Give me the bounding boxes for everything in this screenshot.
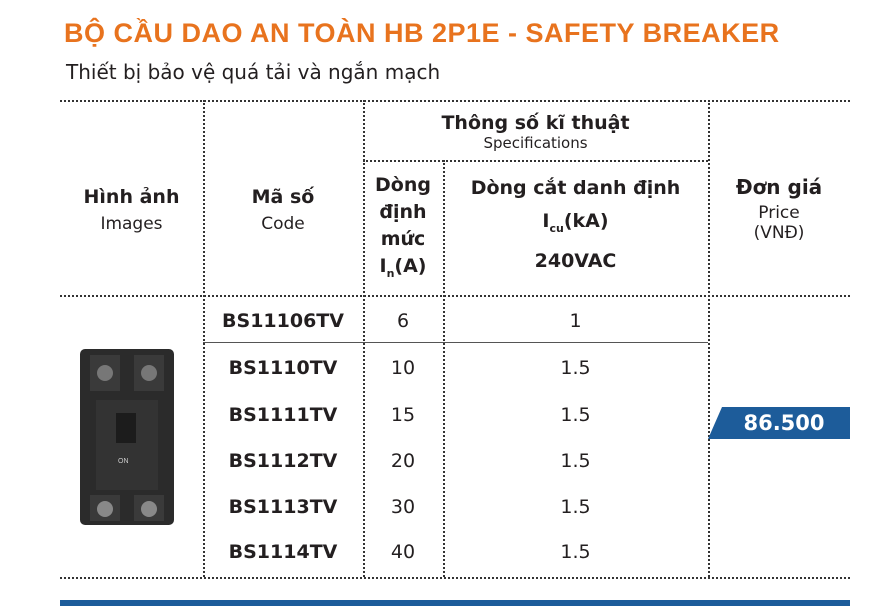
breaking-capacity: 1.5	[560, 450, 591, 472]
unit: (A)	[394, 255, 427, 277]
header-unit: (VNĐ)	[753, 223, 805, 243]
rule	[60, 100, 850, 102]
header-line: 240VAC	[534, 249, 617, 272]
rated-current: 10	[390, 357, 416, 379]
image-header: Hình ảnh Images	[60, 186, 203, 234]
breaking-capacity: 1.5	[560, 541, 591, 563]
header-line: định	[379, 201, 427, 223]
breaking-capacity: 1.5	[560, 404, 591, 426]
header-line: Icu(kA)	[443, 205, 708, 245]
header-line: In(A)	[363, 253, 443, 287]
rule	[363, 160, 708, 162]
header-line: Dòng cắt danh định	[470, 177, 681, 199]
price: 86.500	[743, 411, 824, 435]
header-en: Images	[100, 214, 163, 234]
header-line: Dòng	[375, 174, 431, 196]
rule	[203, 100, 205, 577]
subscript: cu	[549, 221, 564, 235]
title: BỘ CẦU DAO AN TOÀN HB 2P1E - SAFETY BREA…	[64, 18, 780, 48]
breaking-capacity: 1.5	[560, 357, 591, 379]
header-en: Specifications	[483, 134, 588, 152]
rule	[60, 577, 850, 579]
rated-current: 15	[390, 404, 416, 426]
code: BS11106TV	[222, 310, 344, 332]
header-vi: Hình ảnh	[83, 186, 180, 208]
bottom-bar	[60, 600, 850, 606]
rated-current: 30	[390, 496, 416, 518]
rule	[203, 342, 708, 343]
code: BS1113TV	[228, 496, 338, 518]
rule	[60, 295, 850, 297]
symbol: I	[542, 210, 550, 232]
unit: (kA)	[563, 210, 609, 232]
breaker-image: ON	[80, 349, 174, 525]
breaking-header: Dòng cắt danh định Icu(kA) 240VAC	[443, 172, 708, 278]
code: BS1111TV	[228, 404, 338, 426]
rated-current: 20	[390, 450, 416, 472]
header-en: Code	[261, 214, 305, 234]
subtitle: Thiết bị bảo vệ quá tải và ngắn mạch	[66, 60, 441, 84]
price-header: Đơn giá Price (VNĐ)	[708, 175, 850, 243]
breaking-capacity: 1.5	[560, 496, 591, 518]
switch-label: ON	[118, 458, 129, 465]
header-vi: Thông số kĩ thuật	[441, 112, 630, 134]
rated-current-header: Dòng định mức In(A)	[363, 172, 443, 287]
header-en: Price	[758, 203, 800, 223]
header-vi: Đơn giá	[735, 175, 823, 199]
code: BS1112TV	[228, 450, 338, 472]
rule	[363, 100, 365, 577]
rule	[443, 160, 445, 577]
specs-header: Thông số kĩ thuật Specifications	[363, 112, 708, 152]
symbol: I	[379, 255, 387, 277]
rated-current: 6	[396, 310, 410, 332]
rated-current: 40	[390, 541, 416, 563]
code: BS1110TV	[228, 357, 338, 379]
rule	[708, 100, 710, 577]
subscript: n	[386, 266, 395, 280]
header-line: mức	[380, 228, 426, 250]
breaking-capacity: 1	[569, 310, 582, 332]
price-badge: 86.500	[708, 407, 850, 439]
header-vi: Mã số	[251, 186, 315, 208]
code-header: Mã số Code	[203, 186, 363, 234]
code: BS1114TV	[228, 541, 338, 563]
